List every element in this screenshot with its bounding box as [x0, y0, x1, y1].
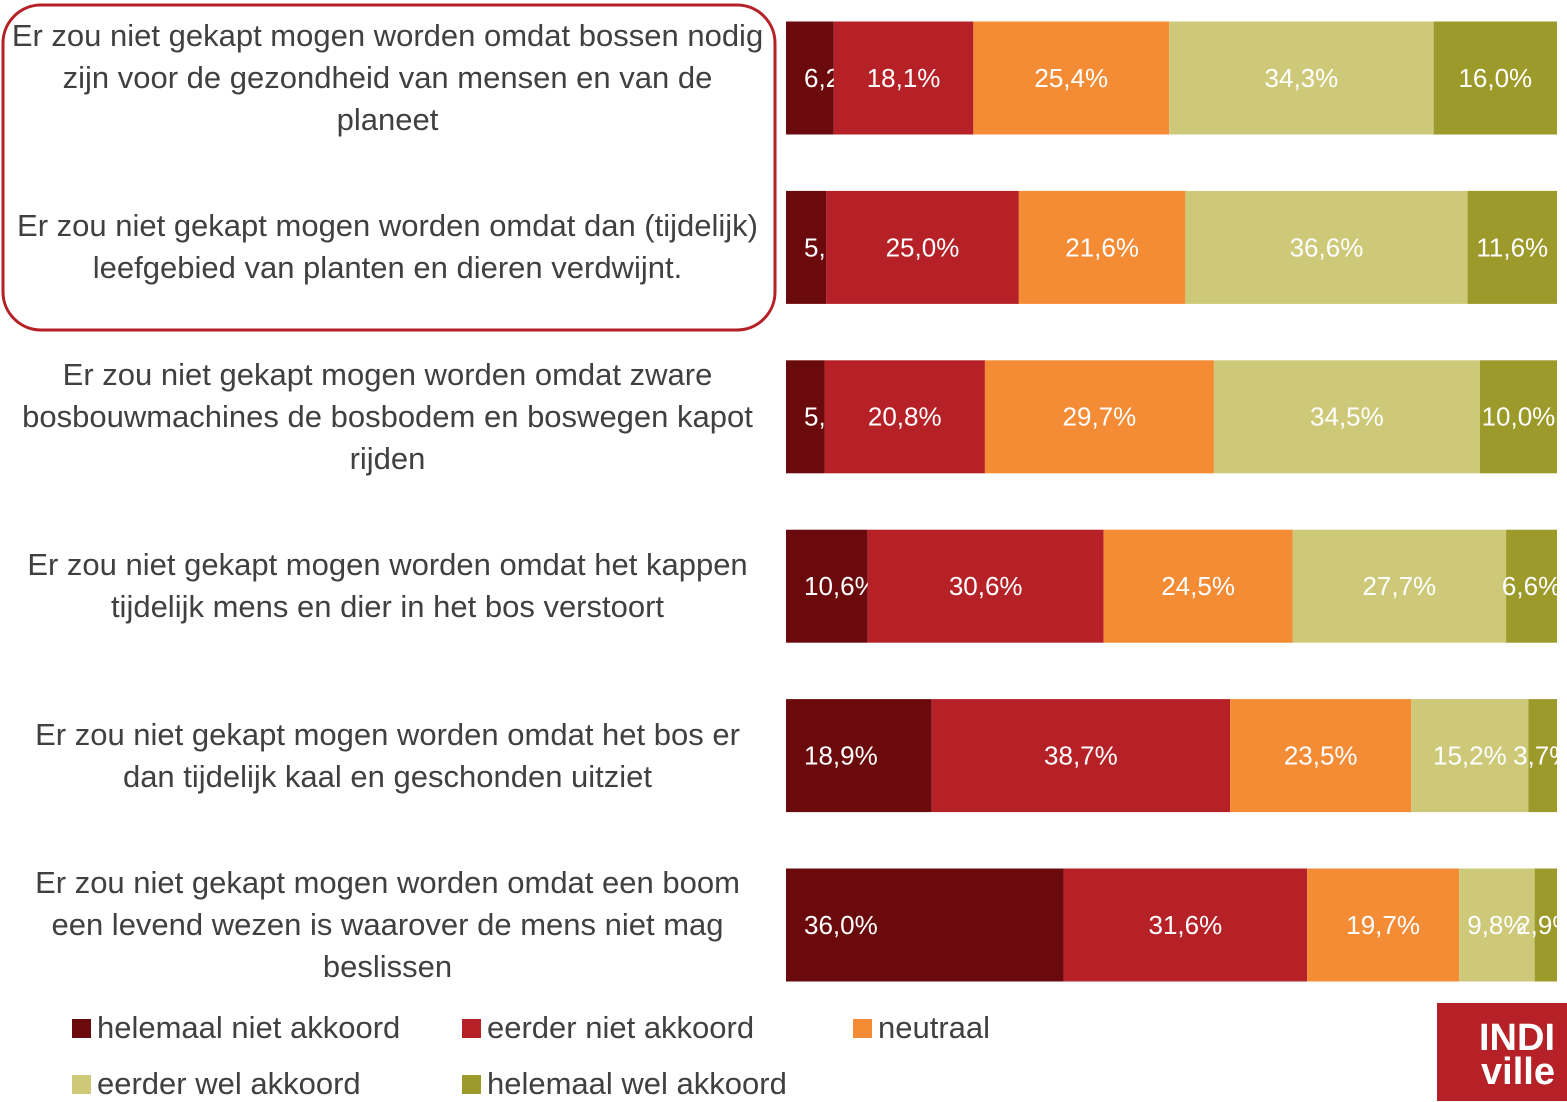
value-label: 25,0% — [886, 232, 960, 262]
value-label: 23,5% — [1284, 740, 1358, 770]
value-label: 10,0% — [1482, 402, 1556, 432]
bar-segment — [1528, 699, 1557, 813]
bar-segment — [1230, 699, 1412, 813]
bar-segment — [984, 360, 1214, 474]
bar-segment — [1018, 190, 1186, 304]
value-label: 25,4% — [1034, 63, 1108, 93]
legend-swatch — [72, 1018, 91, 1038]
value-label: 38,7% — [1044, 740, 1118, 770]
bar-segment — [1063, 868, 1308, 982]
value-label: 6,6% — [1502, 571, 1561, 601]
value-label: 3,7% — [1513, 740, 1567, 770]
bar-segment — [1534, 868, 1557, 982]
value-label: 10,6% — [804, 571, 878, 601]
category-label: Er zou niet gekapt mogen worden omdat da… — [17, 208, 758, 286]
value-label: 19,7% — [1346, 910, 1420, 940]
bar-segment — [1467, 190, 1557, 304]
bar-segment — [833, 21, 974, 135]
value-label: 27,7% — [1362, 571, 1436, 601]
category-label: Er zou niet gekapt mogen worden omdat he… — [27, 547, 748, 625]
bar-segment — [786, 21, 834, 135]
bar-segment — [1292, 529, 1507, 643]
category-label: Er zou niet gekapt mogen worden omdat ee… — [35, 865, 740, 984]
bar-segment — [1103, 529, 1293, 643]
value-label: 11,6% — [1476, 232, 1548, 262]
legend-entry: helemaal wel akkoord — [462, 1066, 787, 1102]
value-label: 16,0% — [1458, 63, 1532, 93]
legend-label: eerder wel akkoord — [97, 1066, 361, 1101]
legend-label: helemaal niet akkoord — [97, 1010, 401, 1045]
value-label: 18,9% — [804, 740, 878, 770]
value-label: 36,0% — [804, 910, 878, 940]
value-label: 30,6% — [949, 571, 1023, 601]
legend-entry: eerder niet akkoord — [462, 1010, 754, 1046]
bar-segment — [1411, 699, 1529, 813]
bar-segment — [826, 190, 1019, 304]
highlight-frame — [1, 3, 777, 332]
legend-swatch — [462, 1018, 481, 1038]
logo: INDI ville — [1437, 1003, 1567, 1101]
bar-segment — [786, 360, 825, 474]
bar-segment — [786, 868, 1064, 982]
value-label: 34,3% — [1265, 63, 1339, 93]
value-label: 20,8% — [868, 402, 942, 432]
legend-swatch — [462, 1074, 481, 1094]
category-label: Er zou niet gekapt mogen worden omdat bo… — [11, 18, 764, 137]
logo-line: ville — [1481, 1051, 1555, 1093]
bar-segment — [786, 529, 868, 643]
value-label: 21,6% — [1065, 232, 1139, 262]
bar-segment — [1307, 868, 1460, 982]
value-label: 2,9% — [1516, 910, 1567, 940]
legend-label: eerder niet akkoord — [487, 1010, 755, 1045]
bar-segment — [786, 699, 932, 813]
legend-entry: eerder wel akkoord — [72, 1066, 361, 1102]
value-label: 36,6% — [1290, 232, 1364, 262]
bar-segment — [1459, 868, 1535, 982]
value-label: 24,5% — [1161, 571, 1235, 601]
legend-swatch — [853, 1018, 872, 1038]
category-label: Er zou niet gekapt mogen worden omdat he… — [35, 716, 740, 794]
category-label: Er zou niet gekapt mogen worden omdat zw… — [22, 356, 753, 476]
bar-segment — [1169, 21, 1434, 135]
bar-segment — [973, 21, 1170, 135]
legend-label: helemaal wel akkoord — [487, 1066, 787, 1101]
bar-segment — [1185, 190, 1468, 304]
bar-segment — [931, 699, 1231, 813]
value-label: 9,8% — [1467, 910, 1526, 940]
logo-line: INDI — [1479, 1017, 1555, 1059]
legend-entry: helemaal niet akkoord — [72, 1010, 400, 1046]
legend-entry: neutraal — [853, 1010, 990, 1046]
bar-segment — [1506, 529, 1557, 643]
bar-segment — [1433, 21, 1557, 135]
legend-label: neutraal — [878, 1010, 991, 1045]
value-label: 34,5% — [1310, 402, 1384, 432]
bar-segment — [824, 360, 985, 474]
value-label: 18,1% — [867, 63, 941, 93]
bar-segment — [1213, 360, 1480, 474]
bar-segment — [1479, 360, 1557, 474]
bar-segment — [786, 190, 827, 304]
value-label: 15,2% — [1433, 740, 1507, 770]
legend-swatch — [72, 1074, 91, 1094]
bar-segment — [867, 529, 1104, 643]
value-label: 31,6% — [1149, 910, 1223, 940]
value-label: 29,7% — [1063, 402, 1137, 432]
